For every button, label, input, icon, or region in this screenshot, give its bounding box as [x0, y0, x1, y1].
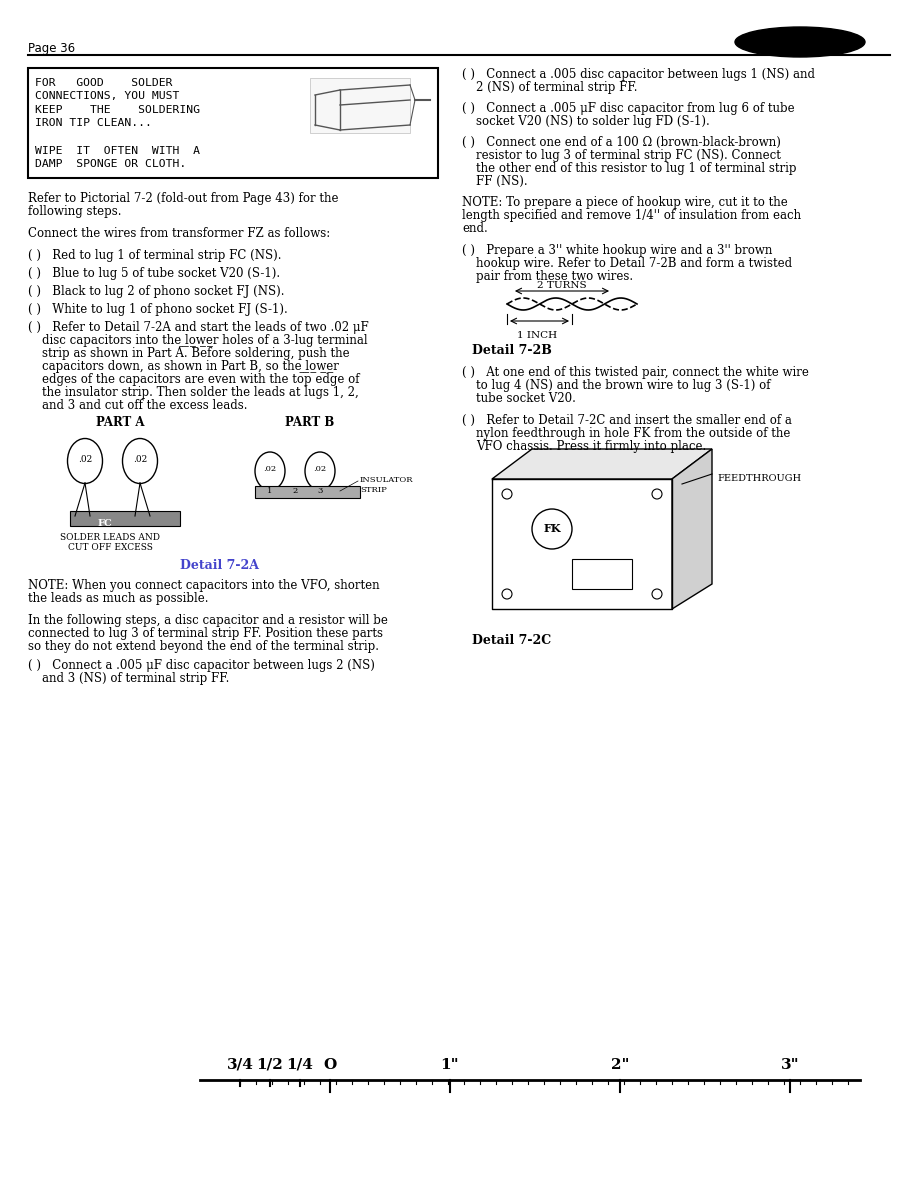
- Text: ( )   Refer to Detail 7-2A and start the leads of two .02 μF: ( ) Refer to Detail 7-2A and start the l…: [28, 321, 369, 334]
- Text: 2 TURNS: 2 TURNS: [537, 282, 587, 290]
- Text: Refer to Pictorial 7-2 (fold-out from Page 43) for the: Refer to Pictorial 7-2 (fold-out from Pa…: [28, 192, 339, 206]
- Text: FK: FK: [543, 524, 561, 535]
- Text: .02: .02: [313, 465, 327, 473]
- Text: INSULATOR: INSULATOR: [360, 476, 413, 484]
- Text: ( )   Connect a .005 μF disc capacitor between lugs 2 (NS): ( ) Connect a .005 μF disc capacitor bet…: [28, 659, 375, 672]
- Text: IRON TIP CLEAN...: IRON TIP CLEAN...: [35, 119, 151, 128]
- Text: connected to lug 3 of terminal strip FF. Position these parts: connected to lug 3 of terminal strip FF.…: [28, 627, 383, 640]
- Text: pair from these two wires.: pair from these two wires.: [476, 270, 633, 283]
- Text: socket V20 (NS) to solder lug FD (S-1).: socket V20 (NS) to solder lug FD (S-1).: [476, 115, 710, 128]
- Text: ( )   Black to lug 2 of phono socket FJ (NS).: ( ) Black to lug 2 of phono socket FJ (N…: [28, 285, 285, 298]
- Text: PART A: PART A: [95, 416, 144, 429]
- Ellipse shape: [305, 451, 335, 489]
- Text: 2": 2": [610, 1059, 629, 1072]
- Text: the insulator strip. Then solder the leads at lugs 1, 2,: the insulator strip. Then solder the lea…: [42, 386, 359, 399]
- Text: 2 (NS) of terminal strip FF.: 2 (NS) of terminal strip FF.: [476, 81, 637, 94]
- Text: FC: FC: [97, 518, 112, 527]
- Text: DAMP  SPONGE OR CLOTH.: DAMP SPONGE OR CLOTH.: [35, 159, 186, 169]
- Text: ( )   Red to lug 1 of terminal strip FC (NS).: ( ) Red to lug 1 of terminal strip FC (N…: [28, 249, 282, 263]
- Text: disc capacitors into the ̲l̲o̲w̲e̲r holes of a 3-lug terminal: disc capacitors into the ̲l̲o̲w̲e̲r hole…: [42, 334, 367, 347]
- Text: ( )   At one end of this twisted pair, connect the white wire: ( ) At one end of this twisted pair, con…: [462, 366, 809, 379]
- Text: ( )   Refer to Detail 7-2C and insert the smaller end of a: ( ) Refer to Detail 7-2C and insert the …: [462, 413, 792, 426]
- Text: to lug 4 (NS) and the brown wire to lug 3 (S-1) of: to lug 4 (NS) and the brown wire to lug …: [476, 379, 770, 392]
- Text: following steps.: following steps.: [28, 206, 121, 219]
- Text: resistor to lug 3 of terminal strip FC (NS). Connect: resistor to lug 3 of terminal strip FC (…: [476, 148, 781, 162]
- Ellipse shape: [68, 438, 103, 484]
- Text: Detail 7-2A: Detail 7-2A: [181, 560, 260, 571]
- Text: FF (NS).: FF (NS).: [476, 175, 528, 188]
- Text: VFO chassis. Press it firmly into place.: VFO chassis. Press it firmly into place.: [476, 440, 706, 453]
- Text: 3/4: 3/4: [227, 1059, 253, 1072]
- Bar: [70, 511, 180, 526]
- Text: NOTE: When you connect capacitors into the VFO, shorten: NOTE: When you connect capacitors into t…: [28, 579, 380, 592]
- Text: nylon feedthrough in hole FK from the outside of the: nylon feedthrough in hole FK from the ou…: [476, 426, 790, 440]
- Ellipse shape: [122, 438, 158, 484]
- Text: ( )   Blue to lug 5 of tube socket V20 (S-1).: ( ) Blue to lug 5 of tube socket V20 (S-…: [28, 267, 280, 280]
- Text: 2: 2: [292, 487, 297, 495]
- Text: tube socket V20.: tube socket V20.: [476, 392, 576, 405]
- Text: CONNECTIONS, YOU MUST: CONNECTIONS, YOU MUST: [35, 91, 179, 101]
- Ellipse shape: [735, 27, 865, 57]
- Text: hookup wire. Refer to Detail 7-2B and form a twisted: hookup wire. Refer to Detail 7-2B and fo…: [476, 257, 792, 270]
- Text: strip as shown in Part A. Before soldering, push the: strip as shown in Part A. Before solderi…: [42, 347, 350, 360]
- Text: Detail 7-2B: Detail 7-2B: [472, 345, 552, 358]
- Text: FEEDTHROUGH: FEEDTHROUGH: [717, 474, 801, 484]
- Polygon shape: [492, 449, 712, 479]
- Text: KEEP    THE    SOLDERING: KEEP THE SOLDERING: [35, 105, 200, 115]
- Text: length specified and remove 1/4'' of insulation from each: length specified and remove 1/4'' of ins…: [462, 209, 801, 222]
- Text: O: O: [323, 1059, 337, 1072]
- Bar: [572, 560, 632, 589]
- Text: 1 INCH: 1 INCH: [517, 331, 557, 340]
- Text: edges of the capacitors are even with the top edge of: edges of the capacitors are even with th…: [42, 373, 360, 386]
- Text: Page 36: Page 36: [28, 42, 75, 55]
- Text: .02: .02: [133, 455, 147, 463]
- Text: NOTE: To prepare a piece of hookup wire, cut it to the: NOTE: To prepare a piece of hookup wire,…: [462, 196, 788, 209]
- Text: FOR   GOOD    SOLDER: FOR GOOD SOLDER: [35, 78, 173, 88]
- Text: WIPE  IT  OFTEN  WITH  A: WIPE IT OFTEN WITH A: [35, 145, 200, 156]
- Text: .02: .02: [263, 465, 276, 473]
- Text: 1/2: 1/2: [257, 1059, 284, 1072]
- Text: end.: end.: [462, 222, 487, 235]
- Bar: [310, 78, 410, 133]
- Text: .02: .02: [78, 455, 92, 463]
- Text: ( )   White to lug 1 of phono socket FJ (S-1).: ( ) White to lug 1 of phono socket FJ (S…: [28, 303, 287, 316]
- Text: and 3 (NS) of terminal strip FF.: and 3 (NS) of terminal strip FF.: [42, 672, 230, 685]
- Text: Connect the wires from transformer FZ as follows:: Connect the wires from transformer FZ as…: [28, 227, 330, 240]
- Ellipse shape: [255, 451, 285, 489]
- Text: capacitors down, as shown in Part B, so the ̲l̲o̲w̲e̲r: capacitors down, as shown in Part B, so …: [42, 360, 339, 373]
- Text: so they do not extend beyond the end of the terminal strip.: so they do not extend beyond the end of …: [28, 640, 379, 653]
- Text: the other end of this resistor to lug 1 of terminal strip: the other end of this resistor to lug 1 …: [476, 162, 797, 175]
- Text: 1/4: 1/4: [286, 1059, 313, 1072]
- Bar: [255, 486, 360, 498]
- Text: ( )   Connect a .005 μF disc capacitor from lug 6 of tube: ( ) Connect a .005 μF disc capacitor fro…: [462, 102, 795, 115]
- Text: 1: 1: [267, 487, 273, 495]
- Bar: [28, 68, 438, 178]
- Text: 1": 1": [441, 1059, 459, 1072]
- Text: ( )   Prepare a 3'' white hookup wire and a 3'' brown: ( ) Prepare a 3'' white hookup wire and …: [462, 244, 772, 257]
- Text: 3: 3: [318, 487, 323, 495]
- Text: STRIP: STRIP: [360, 486, 386, 494]
- Text: PART B: PART B: [285, 416, 335, 429]
- Polygon shape: [672, 449, 712, 609]
- Text: ( )   Connect a .005 disc capacitor between lugs 1 (NS) and: ( ) Connect a .005 disc capacitor betwee…: [462, 68, 815, 81]
- Text: CUT OFF EXCESS: CUT OFF EXCESS: [68, 543, 152, 552]
- Text: the leads as much as possible.: the leads as much as possible.: [28, 592, 208, 605]
- Text: HEATHKIT: HEATHKIT: [766, 36, 834, 49]
- Text: Detail 7-2C: Detail 7-2C: [473, 634, 552, 647]
- Text: ( )   Connect one end of a 100 Ω (brown-black-brown): ( ) Connect one end of a 100 Ω (brown-bl…: [462, 135, 781, 148]
- Text: and 3 and cut off the excess leads.: and 3 and cut off the excess leads.: [42, 399, 248, 412]
- Text: In the following steps, a disc capacitor and a resistor will be: In the following steps, a disc capacitor…: [28, 614, 388, 627]
- Text: 3": 3": [780, 1059, 800, 1072]
- Text: SOLDER LEADS AND: SOLDER LEADS AND: [60, 533, 160, 542]
